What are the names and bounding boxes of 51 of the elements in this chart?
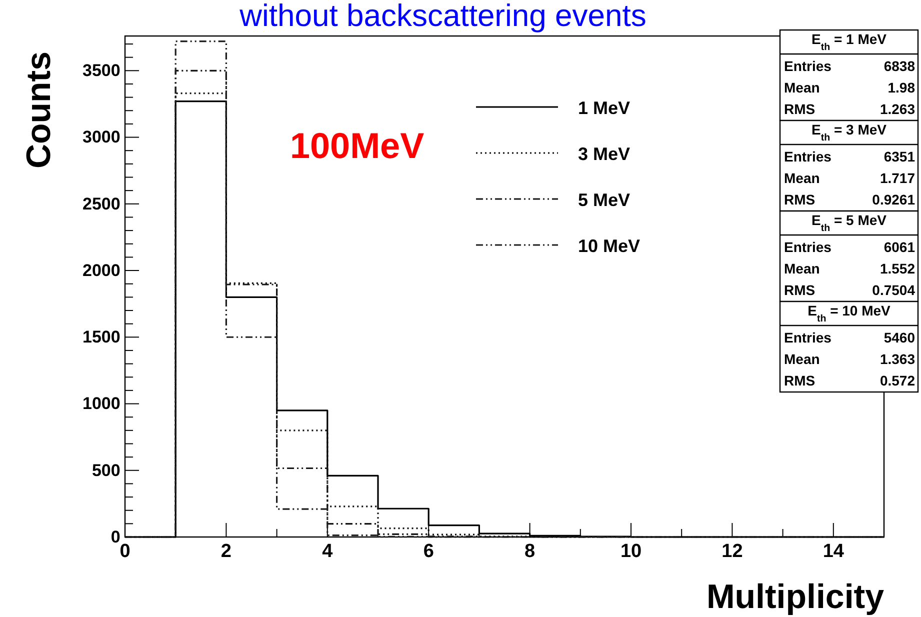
annotation: Mean bbox=[784, 351, 820, 367]
y-tick-label: 2000 bbox=[82, 260, 120, 280]
x-tick-label: 2 bbox=[220, 541, 232, 562]
annotation: Entries bbox=[784, 58, 832, 74]
annotation: E$_{th}$ = 10 MeV bbox=[808, 302, 892, 324]
legend-label: 10 MeV bbox=[578, 236, 640, 256]
y-tick-label: 1000 bbox=[82, 394, 120, 414]
y-tick-label: 3000 bbox=[82, 128, 120, 147]
annotation: 6838 bbox=[884, 58, 916, 74]
y-tick-label: 0 bbox=[110, 527, 120, 546]
annotation: 1.263 bbox=[880, 101, 916, 117]
annotation: 100MeV bbox=[290, 125, 424, 166]
annotation: Entries bbox=[784, 148, 832, 164]
x-tick-label: 4 bbox=[322, 541, 334, 562]
annotation: Mean bbox=[784, 170, 820, 186]
x-tick-label: 14 bbox=[822, 541, 844, 562]
annotation: 0.7504 bbox=[872, 282, 916, 298]
annotation: E$_{th}$ = 3 MeV bbox=[811, 122, 888, 143]
x-tick-label: 6 bbox=[423, 541, 434, 562]
y-tick-label: 2500 bbox=[82, 194, 120, 214]
annotation: 1.717 bbox=[880, 170, 916, 186]
y-axis-title: Counts bbox=[20, 51, 58, 169]
x-tick-label: 12 bbox=[722, 541, 743, 562]
annotation: Mean bbox=[784, 260, 820, 276]
annotation: 0.9261 bbox=[872, 192, 916, 208]
x-tick-label: 10 bbox=[620, 541, 642, 562]
y-tick-label: 500 bbox=[92, 460, 120, 480]
text: 1.98 bbox=[888, 80, 916, 96]
annotation: 5460 bbox=[884, 330, 916, 346]
x-tick-label: 8 bbox=[524, 541, 536, 562]
legend-label: 3 MeV bbox=[578, 144, 630, 164]
annotation: 6061 bbox=[884, 239, 916, 255]
legend-label: 5 MeV bbox=[578, 190, 630, 210]
chart-title: without backscattering events bbox=[238, 0, 646, 33]
annotation: E$_{th}$ = 1 MeV bbox=[811, 31, 888, 52]
annotation: 1.552 bbox=[880, 260, 916, 276]
annotation: 6351 bbox=[884, 148, 916, 164]
y-tick-label: 1500 bbox=[82, 328, 120, 347]
x-axis-title: Multiplicity bbox=[706, 578, 884, 616]
annotation: Entries bbox=[784, 330, 832, 346]
annotation: RMS bbox=[784, 101, 816, 117]
annotation: RMS bbox=[784, 192, 816, 208]
annotation: RMS bbox=[784, 282, 816, 298]
y-tick-label: 3500 bbox=[82, 61, 120, 80]
legend-label: 1 MeV bbox=[578, 98, 630, 118]
annotation: 1.363 bbox=[880, 351, 916, 367]
annotation: RMS bbox=[784, 372, 816, 388]
annotation: E$_{th}$ = 5 MeV bbox=[811, 212, 888, 234]
annotation: Mean bbox=[784, 80, 820, 96]
annotation: 0.572 bbox=[880, 372, 916, 388]
annotation: Entries bbox=[784, 239, 832, 255]
